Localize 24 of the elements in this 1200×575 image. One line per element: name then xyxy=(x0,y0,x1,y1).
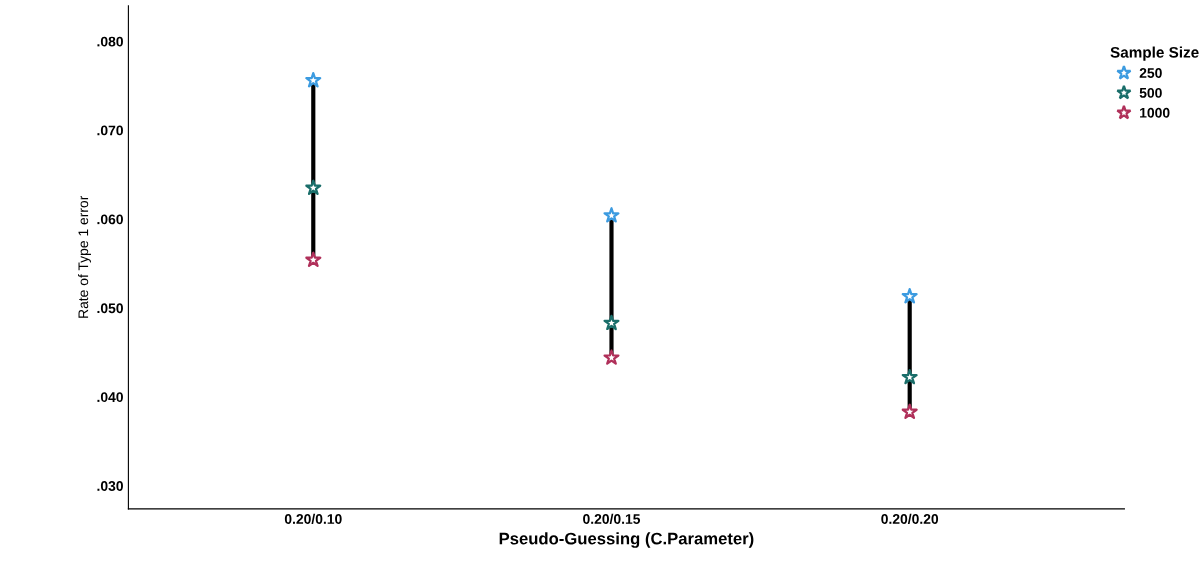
point xyxy=(901,288,918,304)
y-tick-label: .030 xyxy=(97,481,123,491)
x-tick-label: 0.20/0.20 xyxy=(881,513,939,525)
y-tick-label: .050 xyxy=(97,303,123,314)
point xyxy=(901,368,918,385)
y-tick-label: .060 xyxy=(97,214,123,225)
point xyxy=(603,207,620,223)
y-axis-title: Rate of Type 1 error xyxy=(78,195,91,318)
point xyxy=(603,314,620,331)
x-axis-title: Pseudo-Guessing (C.Parameter) xyxy=(499,532,754,548)
point xyxy=(305,251,322,267)
x-tick-label: 0.20/0.15 xyxy=(583,513,641,525)
point xyxy=(305,72,322,88)
y-tick-label: .040 xyxy=(97,392,123,403)
y-tick-label: .070 xyxy=(97,125,123,136)
point xyxy=(305,179,322,195)
legend-label: 500 xyxy=(1139,87,1162,98)
point xyxy=(603,349,620,365)
legend-title: Sample Size xyxy=(1110,46,1199,61)
y-tick-label: .080 xyxy=(97,36,123,47)
point xyxy=(901,403,918,419)
legend-label: 1000 xyxy=(1140,107,1170,118)
x-tick-label: 0.20/0.10 xyxy=(284,513,342,525)
legend-label: 250 xyxy=(1139,68,1162,78)
